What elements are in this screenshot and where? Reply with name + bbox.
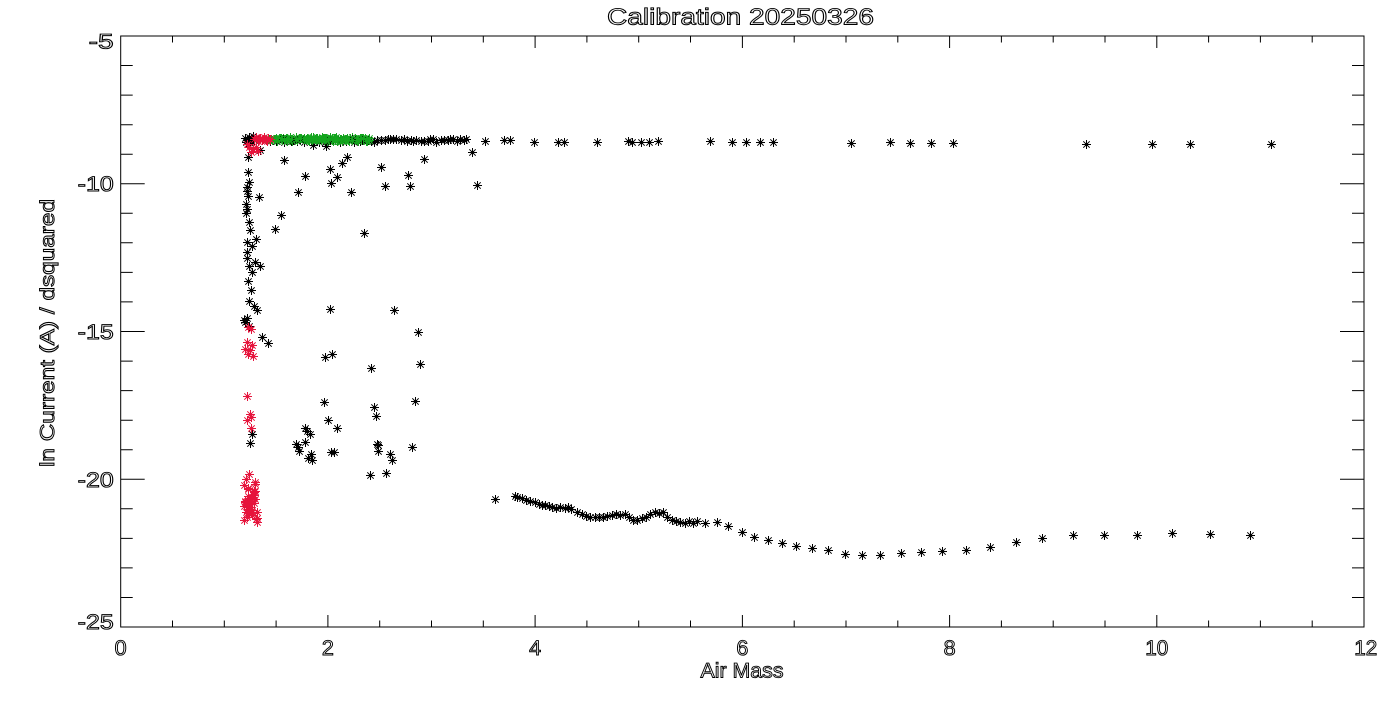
svg-text:6: 6 [736, 637, 748, 660]
svg-text:ln Current (A) / dsquared: ln Current (A) / dsquared [37, 199, 59, 467]
svg-text:-10: -10 [78, 173, 114, 196]
svg-text:12: 12 [1354, 637, 1377, 660]
svg-text:10: 10 [1145, 637, 1168, 660]
svg-text:-15: -15 [78, 321, 114, 344]
svg-text:Air Mass: Air Mass [701, 660, 784, 683]
svg-text:4: 4 [529, 637, 541, 660]
svg-text:8: 8 [944, 637, 956, 660]
svg-text:-5: -5 [89, 31, 114, 54]
svg-text:2: 2 [322, 637, 334, 660]
svg-text:-20: -20 [78, 469, 114, 492]
svg-text:Calibration 20250326: Calibration 20250326 [607, 4, 874, 30]
svg-text:0: 0 [115, 637, 127, 660]
svg-text:-25: -25 [78, 611, 114, 634]
